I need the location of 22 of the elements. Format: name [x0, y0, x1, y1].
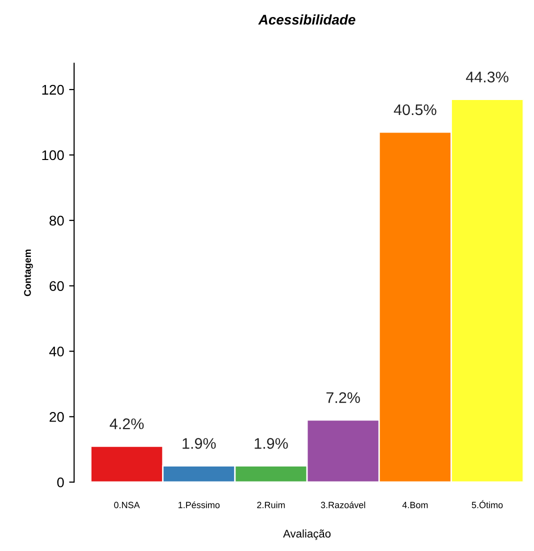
annotation: 1.9% [254, 438, 288, 449]
y-axis-title: Contagem [24, 250, 33, 296]
y-tick-label: 40 [49, 346, 64, 356]
y-tick-label: 20 [50, 412, 64, 422]
x-tick-label: 4.Bom [402, 502, 428, 508]
x-tick-label: 5.Ótimo [472, 500, 503, 508]
annotation: 4.2% [110, 418, 144, 430]
x-axis-title: Avaliação [283, 529, 331, 540]
annotation: 1.9% [182, 438, 216, 449]
annotation: 44.3% [466, 72, 508, 82]
x-tick-label: 1.Péssimo [178, 501, 220, 508]
x-tick-label: 3.Razoável [320, 501, 366, 508]
annotation: 7.2% [326, 392, 360, 403]
chart-title: Acessibilidade [258, 14, 356, 25]
y-tick-label: 60 [50, 281, 64, 291]
y-tick-label: 100 [42, 150, 64, 160]
x-tick-label: 2.Ruim [257, 502, 285, 508]
y-tick-label: 80 [50, 216, 64, 226]
y-tick-label: 120 [42, 84, 64, 95]
x-tick-label: 0.NSA [114, 502, 140, 508]
y-tick-label: 0 [57, 477, 64, 488]
annotation: 40.5% [394, 104, 436, 116]
